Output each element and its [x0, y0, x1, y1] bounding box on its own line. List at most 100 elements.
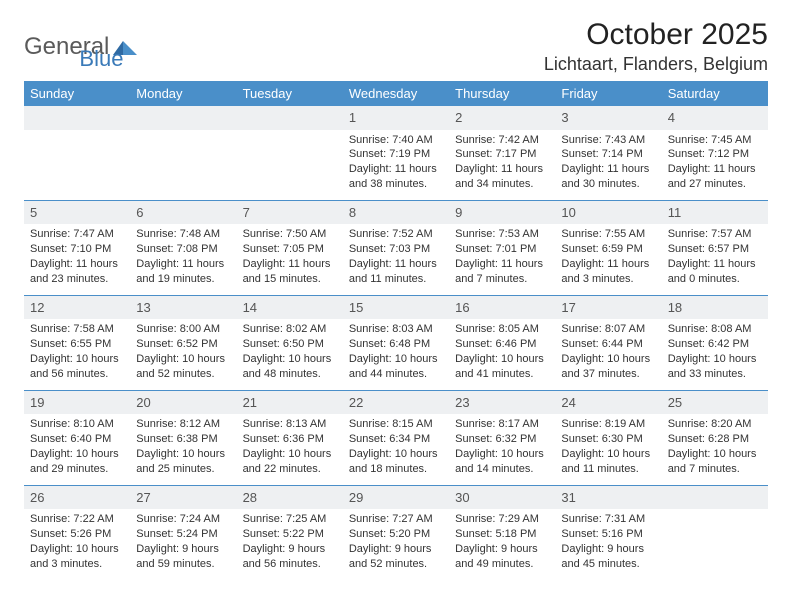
sunset-label: Sunset: 6:48 PM [349, 337, 443, 352]
day-number: 22 [343, 391, 449, 415]
day-number: 25 [662, 391, 768, 415]
day-number: 24 [555, 391, 661, 415]
sunrise-label: Sunrise: 8:10 AM [30, 417, 124, 432]
day-cell: 30Sunrise: 7:29 AMSunset: 5:18 PMDayligh… [449, 486, 555, 580]
sunset-label: Sunset: 7:08 PM [136, 242, 230, 257]
day-info: Sunrise: 7:25 AMSunset: 5:22 PMDaylight:… [243, 512, 337, 571]
daylight-label: Daylight: 10 hours and 48 minutes. [243, 352, 337, 382]
day-number: 9 [449, 201, 555, 225]
day-info: Sunrise: 8:03 AMSunset: 6:48 PMDaylight:… [349, 322, 443, 381]
sunset-label: Sunset: 5:18 PM [455, 527, 549, 542]
day-info: Sunrise: 7:42 AMSunset: 7:17 PMDaylight:… [455, 133, 549, 192]
day-number: 2 [449, 106, 555, 130]
sunset-label: Sunset: 5:24 PM [136, 527, 230, 542]
day-info: Sunrise: 8:17 AMSunset: 6:32 PMDaylight:… [455, 417, 549, 476]
day-number: 7 [237, 201, 343, 225]
sunset-label: Sunset: 6:57 PM [668, 242, 762, 257]
day-number-empty [662, 486, 768, 510]
day-cell: 27Sunrise: 7:24 AMSunset: 5:24 PMDayligh… [130, 486, 236, 580]
title-block: October 2025 Lichtaart, Flanders, Belgiu… [544, 18, 768, 75]
day-number: 27 [130, 486, 236, 510]
daylight-label: Daylight: 9 hours and 49 minutes. [455, 542, 549, 572]
sunset-label: Sunset: 6:46 PM [455, 337, 549, 352]
day-number-empty [24, 106, 130, 130]
day-cell: 21Sunrise: 8:13 AMSunset: 6:36 PMDayligh… [237, 391, 343, 485]
daylight-label: Daylight: 10 hours and 41 minutes. [455, 352, 549, 382]
sunrise-label: Sunrise: 8:00 AM [136, 322, 230, 337]
day-info: Sunrise: 8:05 AMSunset: 6:46 PMDaylight:… [455, 322, 549, 381]
daylight-label: Daylight: 11 hours and 34 minutes. [455, 162, 549, 192]
day-cell: 6 Sunrise: 7:48 AMSunset: 7:08 PMDaylight… [130, 201, 236, 295]
sunset-label: Sunset: 6:44 PM [561, 337, 655, 352]
daylight-label: Daylight: 11 hours and 3 minutes. [561, 257, 655, 287]
day-cell: 20Sunrise: 8:12 AMSunset: 6:38 PMDayligh… [130, 391, 236, 485]
sunrise-label: Sunrise: 8:17 AM [455, 417, 549, 432]
sunrise-label: Sunrise: 8:19 AM [561, 417, 655, 432]
day-number: 17 [555, 296, 661, 320]
day-cell: 10Sunrise: 7:55 AMSunset: 6:59 PMDayligh… [555, 201, 661, 295]
sunrise-label: Sunrise: 7:45 AM [668, 133, 762, 148]
day-number: 15 [343, 296, 449, 320]
day-cell: 19Sunrise: 8:10 AMSunset: 6:40 PMDayligh… [24, 391, 130, 485]
daylight-label: Daylight: 11 hours and 7 minutes. [455, 257, 549, 287]
sunset-label: Sunset: 7:12 PM [668, 147, 762, 162]
day-number: 12 [24, 296, 130, 320]
day-cell [237, 106, 343, 200]
sunrise-label: Sunrise: 7:42 AM [455, 133, 549, 148]
week-row: 19Sunrise: 8:10 AMSunset: 6:40 PMDayligh… [24, 391, 768, 485]
day-number: 14 [237, 296, 343, 320]
daylight-label: Daylight: 11 hours and 11 minutes. [349, 257, 443, 287]
calendar-table: Sunday Monday Tuesday Wednesday Thursday… [24, 81, 768, 580]
day-cell [24, 106, 130, 200]
day-cell: 4Sunrise: 7:45 AMSunset: 7:12 PMDaylight… [662, 106, 768, 200]
day-cell: 5Sunrise: 7:47 AMSunset: 7:10 PMDaylight… [24, 201, 130, 295]
sunset-label: Sunset: 6:32 PM [455, 432, 549, 447]
day-cell: 22Sunrise: 8:15 AMSunset: 6:34 PMDayligh… [343, 391, 449, 485]
day-number: 1 [343, 106, 449, 130]
daylight-label: Daylight: 11 hours and 27 minutes. [668, 162, 762, 192]
day-number: 11 [662, 201, 768, 225]
sunset-label: Sunset: 7:10 PM [30, 242, 124, 257]
sunrise-label: Sunrise: 7:29 AM [455, 512, 549, 527]
week-row: 12Sunrise: 7:58 AMSunset: 6:55 PMDayligh… [24, 296, 768, 390]
sunset-label: Sunset: 7:19 PM [349, 147, 443, 162]
dayhead-sun: Sunday [24, 81, 130, 106]
sunset-label: Sunset: 6:50 PM [243, 337, 337, 352]
day-info: Sunrise: 7:24 AMSunset: 5:24 PMDaylight:… [136, 512, 230, 571]
day-info: Sunrise: 7:31 AMSunset: 5:16 PMDaylight:… [561, 512, 655, 571]
dayhead-thu: Thursday [449, 81, 555, 106]
day-cell [130, 106, 236, 200]
week-row: 26Sunrise: 7:22 AMSunset: 5:26 PMDayligh… [24, 486, 768, 580]
day-cell: 8Sunrise: 7:52 AMSunset: 7:03 PMDaylight… [343, 201, 449, 295]
day-cell: 7Sunrise: 7:50 AMSunset: 7:05 PMDaylight… [237, 201, 343, 295]
sunrise-label: Sunrise: 7:25 AM [243, 512, 337, 527]
daylight-label: Daylight: 9 hours and 45 minutes. [561, 542, 655, 572]
week-row: 5Sunrise: 7:47 AMSunset: 7:10 PMDaylight… [24, 201, 768, 295]
day-cell: 1Sunrise: 7:40 AMSunset: 7:19 PMDaylight… [343, 106, 449, 200]
day-info: Sunrise: 7:27 AMSunset: 5:20 PMDaylight:… [349, 512, 443, 571]
daylight-label: Daylight: 11 hours and 19 minutes. [136, 257, 230, 287]
sunset-label: Sunset: 6:42 PM [668, 337, 762, 352]
day-cell: 15Sunrise: 8:03 AMSunset: 6:48 PMDayligh… [343, 296, 449, 390]
sunset-label: Sunset: 7:14 PM [561, 147, 655, 162]
sunrise-label: Sunrise: 8:12 AM [136, 417, 230, 432]
sunrise-label: Sunrise: 7:40 AM [349, 133, 443, 148]
sunrise-label: Sunrise: 7:48 AM [136, 227, 230, 242]
sunset-label: Sunset: 7:03 PM [349, 242, 443, 257]
day-number: 26 [24, 486, 130, 510]
day-cell: 9Sunrise: 7:53 AMSunset: 7:01 PMDaylight… [449, 201, 555, 295]
day-number: 6 [130, 201, 236, 225]
sunrise-label: Sunrise: 7:27 AM [349, 512, 443, 527]
sunrise-label: Sunrise: 7:47 AM [30, 227, 124, 242]
day-number: 23 [449, 391, 555, 415]
daylight-label: Daylight: 11 hours and 30 minutes. [561, 162, 655, 192]
daylight-label: Daylight: 10 hours and 37 minutes. [561, 352, 655, 382]
dayhead-tue: Tuesday [237, 81, 343, 106]
day-cell [662, 486, 768, 580]
day-number-empty [130, 106, 236, 130]
day-info: Sunrise: 7:43 AMSunset: 7:14 PMDaylight:… [561, 133, 655, 192]
day-number-empty [237, 106, 343, 130]
sunrise-label: Sunrise: 7:31 AM [561, 512, 655, 527]
daylight-label: Daylight: 11 hours and 0 minutes. [668, 257, 762, 287]
dayhead-mon: Monday [130, 81, 236, 106]
